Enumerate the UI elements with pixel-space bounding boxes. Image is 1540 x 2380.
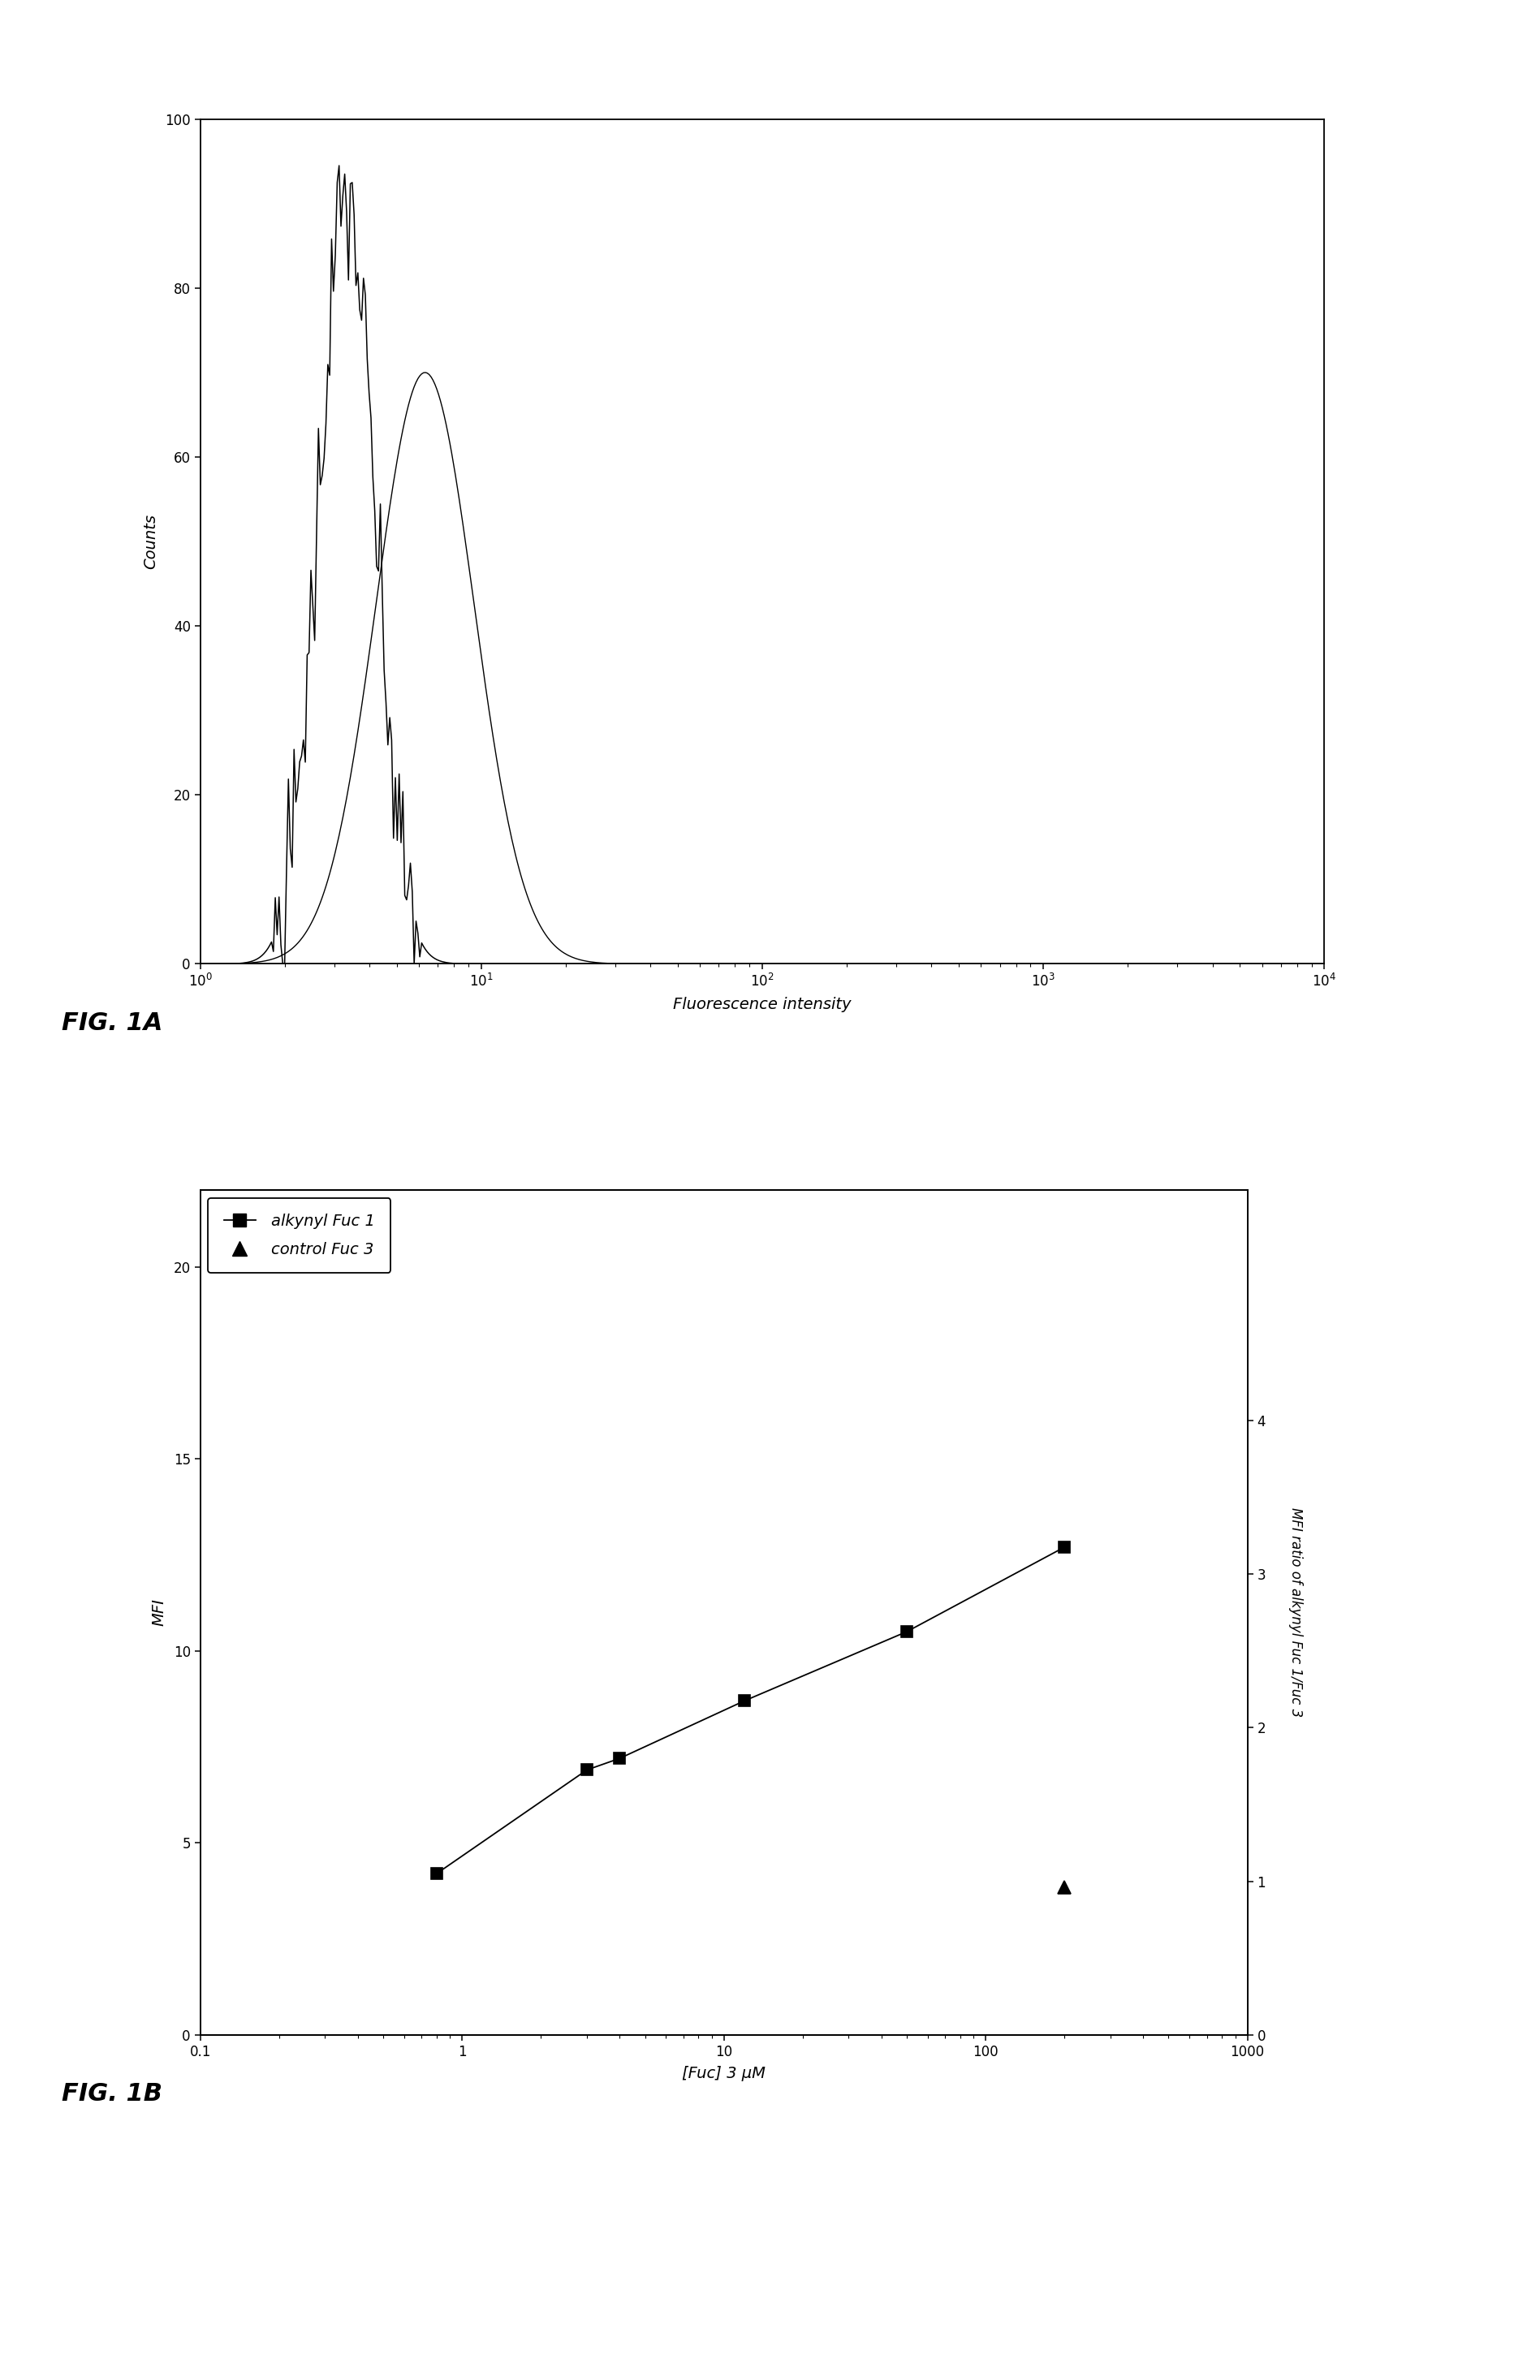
Y-axis label: MFI: MFI [151,1599,166,1626]
X-axis label: Fluorescence intensity: Fluorescence intensity [673,997,852,1012]
Legend: alkynyl Fuc 1, control Fuc 3: alkynyl Fuc 1, control Fuc 3 [208,1197,391,1273]
X-axis label: [Fuc] 3 μM: [Fuc] 3 μM [682,2066,765,2080]
Y-axis label: Counts: Counts [143,514,159,569]
Y-axis label: MFI ratio of alkynyl Fuc 1/Fuc 3: MFI ratio of alkynyl Fuc 1/Fuc 3 [1287,1507,1303,1718]
Text: FIG. 1A: FIG. 1A [62,1012,163,1035]
Text: FIG. 1B: FIG. 1B [62,2082,162,2106]
